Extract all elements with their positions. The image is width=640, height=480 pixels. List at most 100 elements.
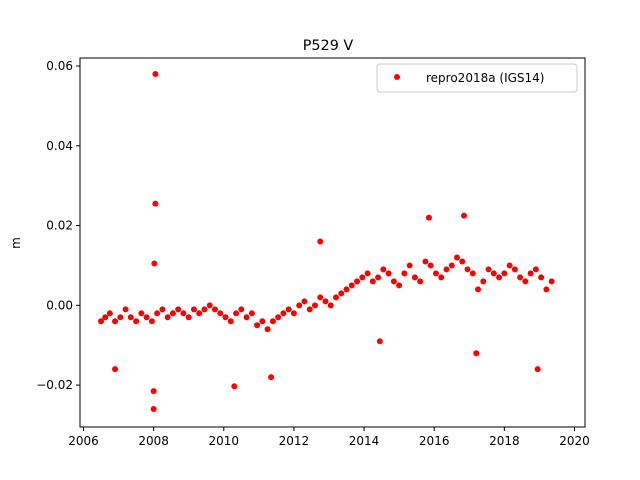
data-point: [254, 322, 261, 329]
data-point: [359, 274, 366, 281]
data-point: [511, 266, 518, 273]
data-point: [206, 302, 213, 309]
legend-box: [376, 63, 578, 93]
data-point: [190, 306, 197, 313]
data-point: [169, 310, 176, 317]
data-point: [196, 310, 203, 317]
data-point: [152, 200, 159, 207]
data-point: [217, 310, 224, 317]
data-point: [506, 262, 513, 269]
data-point: [443, 266, 450, 273]
legend-marker: [394, 74, 400, 80]
data-points: [98, 70, 555, 413]
data-point: [185, 314, 192, 321]
chart-title: P529 V: [303, 38, 354, 54]
data-point: [180, 310, 187, 317]
y-tick-label: 0.06: [46, 59, 73, 73]
x-tick-label: 2018: [489, 434, 520, 448]
data-point: [151, 260, 158, 267]
data-point: [376, 338, 383, 345]
data-point: [264, 326, 271, 333]
x-tick-label: 2020: [559, 434, 590, 448]
x-tick-label: 2014: [349, 434, 380, 448]
x-tick-label: 2006: [68, 434, 99, 448]
data-point: [112, 366, 119, 373]
data-point: [150, 406, 157, 413]
data-point: [448, 262, 455, 269]
data-point: [269, 318, 276, 325]
data-point: [517, 274, 524, 281]
y-tick-label: 0.02: [46, 219, 73, 233]
data-point: [364, 270, 371, 277]
data-point: [133, 318, 140, 325]
legend: repro2018a (IGS14): [376, 63, 578, 93]
data-point: [127, 314, 134, 321]
data-point: [152, 70, 159, 77]
data-point: [311, 302, 318, 309]
data-point: [501, 270, 508, 277]
data-point: [285, 306, 292, 313]
data-point: [534, 366, 541, 373]
data-point: [396, 282, 403, 289]
data-point: [122, 306, 129, 313]
data-point: [406, 262, 413, 269]
data-point: [317, 238, 324, 245]
data-point: [354, 278, 361, 285]
data-point: [333, 294, 340, 301]
data-point: [485, 266, 492, 273]
legend-label: repro2018a (IGS14): [426, 71, 544, 85]
data-point: [280, 310, 287, 317]
data-point: [327, 302, 334, 309]
data-point: [306, 306, 313, 313]
data-point: [461, 212, 468, 219]
x-tick-label: 2008: [138, 434, 169, 448]
data-point: [548, 278, 555, 285]
data-point: [369, 278, 376, 285]
y-axis: −0.02 0.00 0.02 0.04 0.06: [36, 59, 80, 392]
data-point: [317, 294, 324, 301]
data-point: [538, 274, 545, 281]
data-point: [469, 270, 476, 277]
data-point: [150, 388, 157, 395]
data-point: [159, 306, 166, 313]
data-point: [401, 270, 408, 277]
data-point: [98, 318, 105, 325]
data-point: [164, 314, 171, 321]
data-point: [138, 310, 145, 317]
data-point: [106, 310, 113, 317]
data-point: [496, 274, 503, 281]
data-point: [148, 318, 155, 325]
data-point: [175, 306, 182, 313]
x-tick-label: 2016: [419, 434, 450, 448]
data-point: [454, 254, 460, 261]
data-point: [243, 314, 250, 321]
data-point: [432, 270, 439, 277]
data-point: [425, 214, 432, 221]
data-point: [268, 374, 275, 381]
data-point: [231, 383, 238, 390]
data-point: [143, 314, 150, 321]
data-point: [238, 306, 245, 313]
data-point: [102, 314, 109, 321]
data-point: [343, 286, 350, 293]
data-point: [490, 270, 497, 277]
data-point: [375, 274, 382, 281]
data-point: [411, 274, 418, 281]
data-point: [290, 310, 297, 317]
data-point: [438, 274, 445, 281]
data-point: [201, 306, 208, 313]
data-point: [480, 278, 487, 285]
data-point: [227, 318, 234, 325]
data-point: [154, 310, 161, 317]
data-point: [322, 298, 329, 305]
data-point: [296, 302, 303, 309]
data-point: [459, 258, 466, 265]
x-tick-label: 2010: [209, 434, 240, 448]
data-point: [338, 290, 345, 297]
data-point: [522, 278, 529, 285]
data-point: [301, 298, 308, 305]
data-point: [475, 286, 482, 293]
data-point: [464, 266, 471, 273]
x-axis: 2006 2008 2010 2012 2014 2016 2018 2020: [68, 427, 590, 448]
